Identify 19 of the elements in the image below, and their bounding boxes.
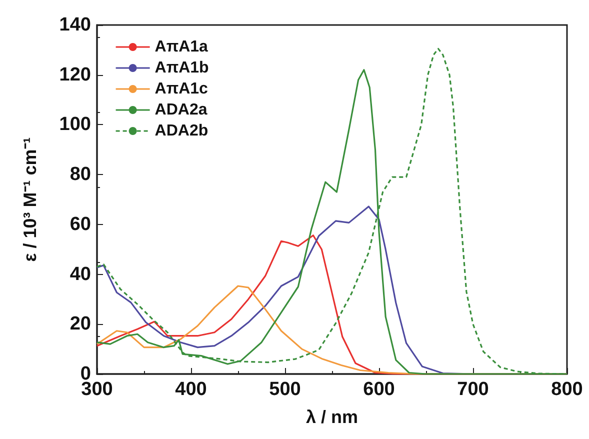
legend-label: ADA2b bbox=[154, 122, 208, 140]
y-tick-label: 80 bbox=[70, 164, 91, 186]
y-tick-label: 120 bbox=[59, 64, 91, 86]
legend-label: AπA1c bbox=[154, 80, 208, 98]
legend-label: AπA1b bbox=[154, 60, 210, 76]
x-tick-label: 400 bbox=[175, 379, 207, 400]
x-tick-label: 700 bbox=[457, 379, 489, 400]
y-axis-title: ε / 10³ M⁻¹ cm⁻¹ bbox=[20, 137, 40, 262]
y-tick-label: 100 bbox=[59, 114, 91, 136]
y-tick-label: 20 bbox=[70, 314, 91, 335]
y-tick-label: 40 bbox=[70, 264, 91, 285]
x-tick-label: 600 bbox=[363, 379, 395, 400]
x-tick-label: 500 bbox=[269, 379, 301, 400]
y-tick-label: 60 bbox=[70, 214, 91, 235]
legend-label: AπA1a bbox=[154, 38, 208, 56]
y-tick-label: 140 bbox=[59, 14, 91, 36]
x-axis-title: λ / nm bbox=[306, 407, 358, 427]
legend-label: ADA2a bbox=[154, 102, 208, 118]
x-tick-label: 800 bbox=[551, 379, 583, 400]
